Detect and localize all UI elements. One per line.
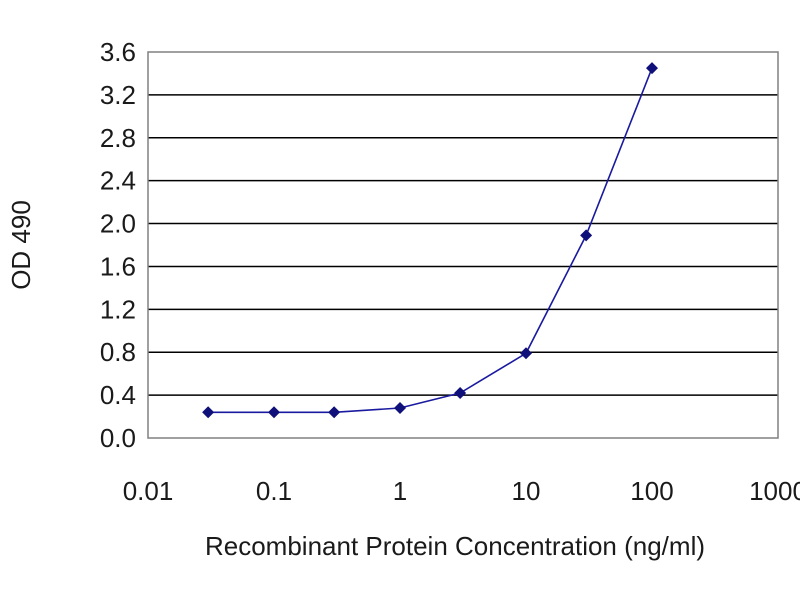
x-tick-label: 10 <box>512 476 541 506</box>
y-tick-label: 2.4 <box>100 166 136 196</box>
data-point <box>454 386 467 399</box>
data-point <box>520 347 532 360</box>
x-tick-label: 0.1 <box>256 476 292 506</box>
data-point <box>646 62 658 75</box>
y-tick-label: 2.8 <box>100 123 136 153</box>
y-tick-label: 2.0 <box>100 209 136 239</box>
x-tick-label: 1000 <box>749 476 800 506</box>
x-axis-label: Recombinant Protein Concentration (ng/ml… <box>205 531 705 561</box>
data-point <box>394 401 406 414</box>
data-point <box>580 229 593 242</box>
x-tick-label: 0.01 <box>123 476 174 506</box>
y-tick-label: 1.6 <box>100 251 136 281</box>
y-tick-label: 0.0 <box>100 423 136 453</box>
y-tick-label: 3.2 <box>100 80 136 110</box>
x-tick-label: 1 <box>393 476 407 506</box>
y-axis-label: OD 490 <box>6 200 36 290</box>
data-point <box>268 406 280 419</box>
y-tick-label: 1.2 <box>100 294 136 324</box>
y-tick-label: 0.8 <box>100 337 136 367</box>
data-point <box>328 406 341 419</box>
series-group <box>202 62 658 419</box>
y-tick-label: 0.4 <box>100 380 136 410</box>
data-point <box>202 406 215 419</box>
x-axis-ticks: 0.01 0.1 1 10 100 1000 <box>123 476 800 506</box>
gridlines <box>148 94 778 396</box>
y-axis-ticks: 0.0 0.4 0.8 1.2 1.6 2.0 2.4 2.8 3.2 3.6 <box>100 37 136 453</box>
y-tick-label: 3.6 <box>100 37 136 67</box>
x-tick-label: 100 <box>630 476 673 506</box>
series-line <box>208 67 653 414</box>
plot-frame <box>147 51 779 439</box>
